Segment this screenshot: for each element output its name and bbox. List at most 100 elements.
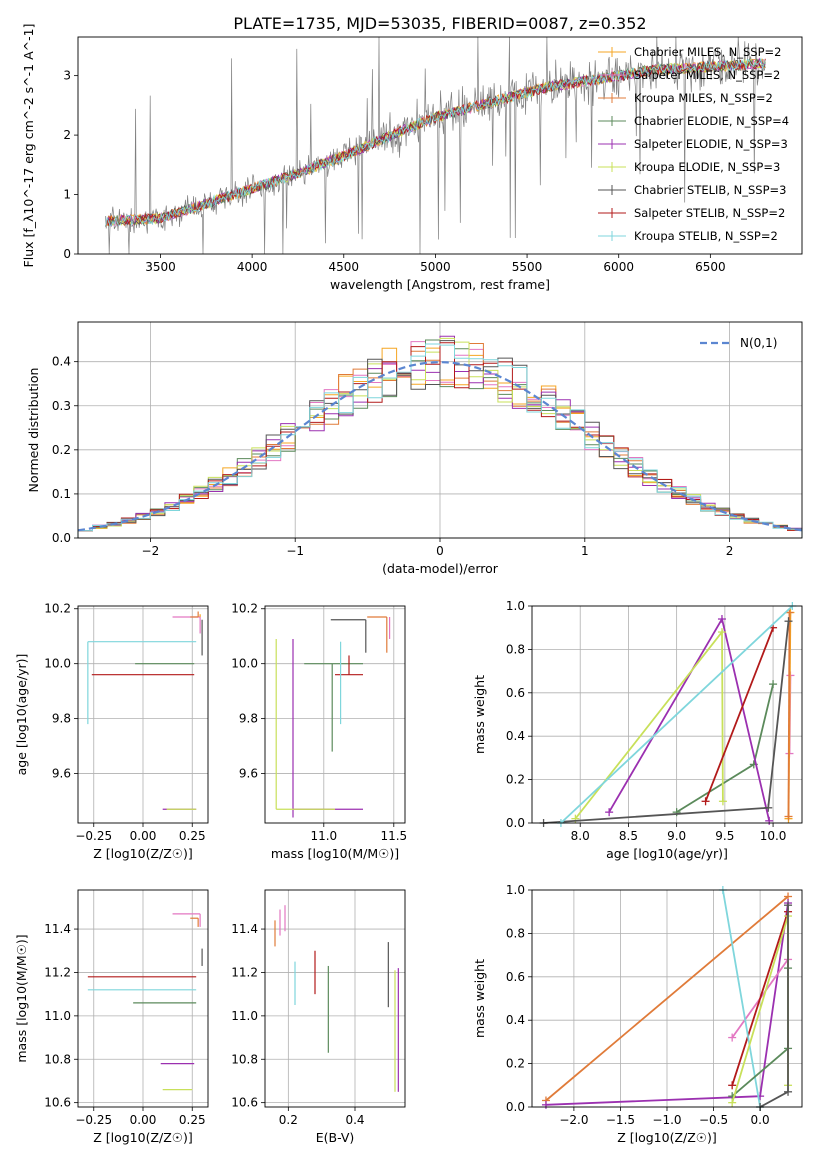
x-tick-label: 5500 [512, 260, 543, 274]
legend-label: N(0,1) [740, 336, 777, 350]
x-tick-label: 3500 [145, 260, 176, 274]
x-tick-label: 4500 [328, 260, 359, 274]
axes-frame [264, 605, 406, 824]
y-tick-label: 3 [63, 69, 71, 83]
x-tick-label: 0.25 [179, 829, 206, 843]
x-tick-label: 10.0 [760, 829, 787, 843]
series-group [539, 602, 797, 827]
y-tick-label: 2 [63, 128, 71, 142]
y-tick-label: 11.4 [231, 922, 258, 936]
y-tick-label: 10.8 [44, 1052, 71, 1066]
y-tick-label: 0.0 [506, 1100, 525, 1114]
model-line-kroupa_stelib [105, 57, 766, 227]
x-tick-label: 0.2 [279, 1113, 298, 1127]
y-tick-label: 0.8 [506, 926, 525, 940]
y-tick-label: 11.4 [44, 922, 71, 936]
age_vs_Z-panel: −0.25 0.00 0.25 9.6 9.8 10.0 10.2 Z [log10(Z/Z☉… [14, 602, 209, 861]
y-tick-label: 1.0 [506, 883, 525, 897]
y-tick-label: 10.2 [231, 602, 258, 616]
x-tick-label: −0.5 [699, 1113, 728, 1127]
x-tick-label: 1 [581, 544, 589, 558]
y-tick-label: 0.2 [506, 1057, 525, 1071]
y-tick-label: 10.8 [231, 1052, 258, 1066]
y-tick-label: 0 [63, 247, 71, 261]
legend-label: Chabrier ELODIE, N_SSP=4 [634, 114, 789, 128]
x-axis-label: Z [log10(Z/Z☉)] [617, 1130, 717, 1145]
legend-label: Salpeter ELODIE, N_SSP=3 [634, 137, 788, 151]
y-tick-label: 11.0 [231, 1009, 258, 1023]
y-axis-label: age [log10(age/yr)] [14, 654, 29, 776]
series-line-kroupa_miles [787, 612, 791, 817]
y-tick-label: 0.4 [52, 355, 71, 369]
x-tick-label: 8.5 [619, 829, 638, 843]
spectrum-panel: 3500 4000 4500 5000 5500 6000 6500 0 1 2 3 waveleng… [21, 24, 803, 292]
x-tick-label: 0.25 [179, 1113, 206, 1127]
legend-label: Salpeter STELIB, N_SSP=2 [634, 206, 785, 220]
y-tick-label: 11.0 [44, 1009, 71, 1023]
y-tick-label: 11.2 [44, 965, 71, 979]
x-tick-label: 0.0 [751, 1113, 770, 1127]
y-tick-label: 1.0 [506, 599, 525, 613]
mass_vs_Z-panel: −0.25 0.00 0.25 10.6 10.8 11.0 11.2 11.4 Z [log1… [14, 889, 209, 1145]
x-tick-label: −2.0 [559, 1113, 588, 1127]
y-tick-label: 1 [63, 188, 71, 202]
y-axis-label: mass weight [472, 675, 487, 754]
figure-title: PLATE=1735, MJD=53035, FIBERID=0087, z=0… [233, 14, 646, 33]
x-tick-label: 6000 [603, 260, 634, 274]
x-tick-label: 5000 [420, 260, 451, 274]
x-axis-label: (data-model)/error [382, 561, 499, 576]
y-tick-label: 10.0 [231, 657, 258, 671]
series-line-kroupa_stelib [722, 889, 761, 1108]
y-tick-label: 10.2 [44, 602, 71, 616]
series-line-salpeter_stelib [731, 911, 789, 1086]
y-axis-label: Flux [f_λ10^-17 erg cm^-2 s^-1 A^-1] [21, 24, 36, 268]
series-line-salpeter_stelib [704, 627, 774, 802]
weight_vs_age-panel: 8.0 8.5 9.0 9.5 10.0 0.0 0.2 0.4 0.6 0.8 1.0 age [l… [472, 599, 803, 861]
x-axis-label: wavelength [Angstrom, rest frame] [330, 277, 550, 292]
legend-label: Kroupa ELODIE, N_SSP=3 [634, 160, 780, 174]
x-tick-label: 0.00 [130, 1113, 157, 1127]
y-axis-label: mass weight [472, 959, 487, 1038]
x-tick-label: 9.5 [715, 829, 734, 843]
y-tick-label: 0.2 [506, 773, 525, 787]
y-tick-label: 0.6 [506, 686, 525, 700]
y-tick-label: 0.3 [52, 399, 71, 413]
y-tick-label: 0.0 [52, 531, 71, 545]
x-tick-label: −0.25 [75, 1113, 112, 1127]
y-tick-label: 9.6 [52, 767, 71, 781]
axes-frame [531, 605, 803, 824]
y-tick-label: 9.6 [239, 767, 258, 781]
x-axis-label: Z [log10(Z/Z☉)] [93, 846, 193, 861]
legend-label: Chabrier MILES, N_SSP=2 [634, 45, 781, 59]
x-tick-label: 11.5 [380, 829, 407, 843]
weight_vs_Z-panel: −2.0 −1.5 −1.0 −0.5 0.0 0.0 0.2 0.4 0.6 0.8 1.0 Z [… [472, 883, 803, 1145]
legend-label: Kroupa MILES, N_SSP=2 [634, 91, 773, 105]
y-tick-label: 9.8 [239, 712, 258, 726]
mass_vs_ebv-panel: 0.2 0.4 10.6 10.8 11.0 11.2 11.4 E(B-V) [231, 889, 406, 1145]
age_vs_mass-panel: 11.0 11.5 9.6 9.8 10.0 10.2 mass [log10(M/M☉)] [231, 602, 407, 861]
model-line-salpeter_stelib [105, 58, 766, 227]
x-tick-label: −0.25 [75, 829, 112, 843]
x-tick-label: 6500 [695, 260, 726, 274]
x-tick-label: 2 [726, 544, 734, 558]
series-line-kroupa_stelib [560, 605, 794, 824]
y-tick-label: 10.6 [231, 1096, 258, 1110]
x-axis-label: mass [log10(M/M☉)] [271, 846, 399, 861]
series-line-kroupa_elodie [574, 629, 724, 820]
y-tick-label: 0.8 [506, 642, 525, 656]
y-tick-label: 0.4 [506, 1013, 525, 1027]
normal-curve [77, 360, 803, 532]
y-tick-label: 0.1 [52, 487, 71, 501]
x-tick-label: 0.00 [130, 829, 157, 843]
legend-label: Kroupa STELIB, N_SSP=2 [634, 229, 778, 243]
y-tick-label: 10.0 [44, 657, 71, 671]
y-tick-label: 9.8 [52, 712, 71, 726]
y-tick-label: 0.4 [506, 729, 525, 743]
residuals-panel: −2 −1 0 1 2 0.0 0.1 0.2 0.3 0.4 (data-model)/error… [26, 321, 803, 576]
x-axis-label: Z [log10(Z/Z☉)] [93, 1130, 193, 1145]
x-tick-label: −1.5 [606, 1113, 635, 1127]
x-tick-label: −1 [286, 544, 304, 558]
y-axis-label: mass [log10(M/M☉)] [14, 934, 29, 1062]
y-tick-label: 0.0 [506, 816, 525, 830]
